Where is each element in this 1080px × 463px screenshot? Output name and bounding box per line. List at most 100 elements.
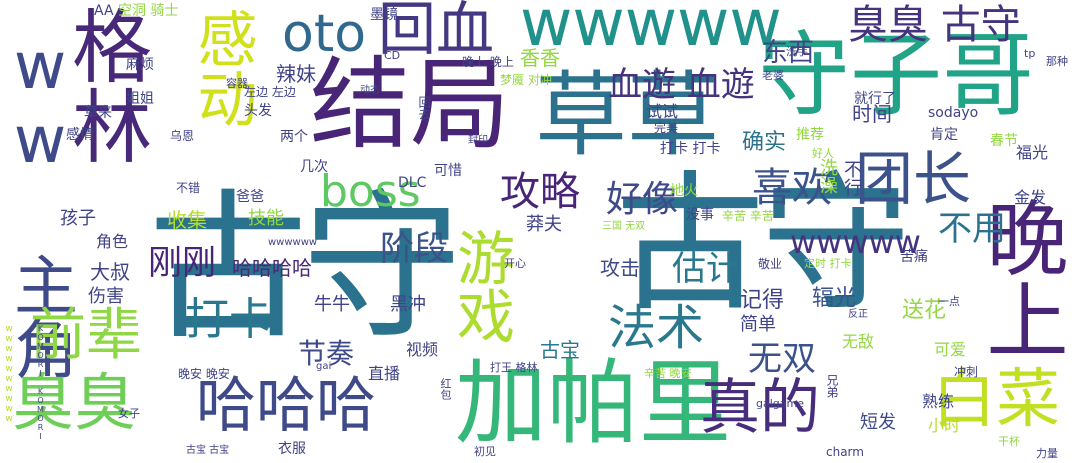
word-buyong: 不用 bbox=[938, 209, 1006, 249]
word-ganqing: 感情 bbox=[66, 127, 94, 143]
word-wwwwww-small: wwwwww bbox=[268, 237, 318, 248]
word-huiqu: 回去 bbox=[417, 96, 431, 120]
word-xizao: 洗澡 bbox=[817, 158, 838, 194]
word-queshi: 确实 bbox=[742, 130, 787, 155]
word-heichong: 黑冲 bbox=[390, 294, 426, 315]
word-shijian: 时间 bbox=[852, 102, 892, 126]
word-dashu: 大叔 bbox=[90, 260, 130, 284]
word-xinku: 辛苦 辛苦 bbox=[722, 209, 774, 223]
word-jiandan: 简单 bbox=[740, 314, 776, 335]
word-nazhong: 那种 bbox=[1046, 55, 1068, 68]
word-yifu: 衣服 bbox=[278, 441, 306, 457]
word-wanan: 晚安 晚安 bbox=[178, 367, 230, 381]
word-kending: 肯定 bbox=[930, 127, 958, 143]
word-tuijian: 推荐 bbox=[796, 127, 824, 143]
word-nvzi: 女子 bbox=[118, 407, 140, 420]
word-jici: 几次 bbox=[300, 159, 328, 175]
word-zhibo: 直播 bbox=[368, 364, 401, 383]
word-dongtai: 动态 bbox=[360, 85, 380, 96]
word-jiapali: 加帕里 bbox=[455, 350, 732, 457]
word-shulian: 熟练 bbox=[922, 392, 955, 411]
word-ganbei: 干杯 bbox=[998, 435, 1020, 448]
word-caolai: 草来 bbox=[84, 105, 112, 121]
word-shanghai: 伤害 bbox=[88, 286, 124, 307]
word-chujian: 初见 bbox=[474, 445, 496, 458]
word-daka: 打卡 bbox=[185, 294, 273, 345]
word-meishi: 没事 bbox=[686, 207, 714, 223]
word-gelin: 格林 bbox=[59, 5, 152, 165]
word-jide: 记得 bbox=[740, 288, 785, 313]
word-songhua: 送花 bbox=[902, 298, 947, 323]
word-keai: 可爱 bbox=[934, 340, 967, 359]
word-jineng: 技能 bbox=[248, 208, 284, 229]
word-wuen: 乌恩 bbox=[170, 129, 195, 143]
word-gubaogubao: 古宝 古宝 bbox=[186, 445, 230, 456]
word-chunjie: 春节 bbox=[990, 133, 1018, 149]
word-qianbei: 前辈 bbox=[30, 303, 142, 368]
word-xiongdi: 兄弟 bbox=[825, 374, 839, 398]
word-gandong: 感动 bbox=[187, 8, 257, 128]
word-xinku2: 辛苦 晚安 bbox=[644, 367, 692, 380]
word-dawang: 打王 格林 bbox=[490, 361, 538, 374]
word-xishou: 洗手 bbox=[786, 45, 808, 58]
word-jiejie: 姐姐 bbox=[126, 91, 154, 107]
word-dingshi: 定时 打卡 bbox=[804, 257, 852, 270]
word-boss: boss bbox=[320, 166, 421, 217]
word-mojing: 墨镜 bbox=[370, 7, 398, 23]
word-jiezou: 节奏 bbox=[298, 337, 355, 370]
word-komori: KOMORI KOMORI bbox=[36, 324, 45, 441]
word-xueyou: 血遊 血遊 bbox=[608, 65, 755, 105]
word-tuanzhang: 团长 bbox=[855, 145, 972, 213]
word-shipin: 视频 bbox=[406, 340, 439, 359]
word-wushuang: 无双 bbox=[748, 339, 816, 379]
word-gushou-big-2: 古守 bbox=[615, 158, 911, 332]
word-kexi: 可惜 bbox=[434, 163, 462, 179]
word-zhende: 真的 bbox=[700, 373, 820, 443]
word-huixue: 回血 bbox=[378, 0, 495, 63]
word-jinfa: 金发 bbox=[1014, 188, 1047, 207]
word-hongbao: 红包 bbox=[439, 378, 452, 400]
word-gubao: 古宝 bbox=[540, 338, 580, 362]
word-jiuxing: 就行了 bbox=[854, 91, 896, 107]
word-duichong: 对冲 bbox=[528, 73, 553, 87]
word-hahaha-bottom: 哈哈哈 bbox=[196, 371, 376, 441]
word-fanzheng: 反正 bbox=[848, 309, 868, 320]
word-wanshang: 晚上 晚上 bbox=[462, 55, 514, 69]
word-dihuo: 地火 bbox=[670, 183, 698, 199]
word-kaixin: 开心 bbox=[504, 257, 526, 270]
word-cd: CD bbox=[384, 49, 401, 62]
word-guji: 估计 bbox=[672, 249, 740, 289]
word-chouchou-gushou: 臭臭 古守 bbox=[848, 2, 1021, 48]
word-kongdong: 空洞 骑士 bbox=[118, 3, 179, 19]
word-charm: charm bbox=[826, 445, 864, 459]
word-xihuan: 喜欢 bbox=[752, 165, 832, 211]
word-tp: tp bbox=[1024, 47, 1036, 60]
word-jiaose: 角色 bbox=[96, 232, 129, 251]
word-haizi: 孩子 bbox=[60, 208, 96, 229]
word-niuniu: 牛牛 bbox=[314, 294, 350, 315]
word-fashu: 法术 bbox=[608, 300, 705, 356]
word-dongxi: 东西 bbox=[762, 38, 815, 68]
word-lamei: 辣妹 bbox=[276, 62, 316, 86]
word-chouchou-bottom: 臭臭 bbox=[12, 366, 137, 439]
word-wwwww-top: wwwww bbox=[520, 0, 782, 61]
word-laopo: 老婆 bbox=[762, 69, 784, 82]
word-aa: AA bbox=[94, 3, 114, 19]
word-mangfu: 莽夫 bbox=[526, 214, 562, 235]
word-sodayo: sodayo bbox=[928, 105, 979, 121]
word-bucuo: 不错 bbox=[176, 181, 201, 195]
word-chongci: 冲刺 bbox=[954, 365, 979, 379]
word-gongji: 攻击 bbox=[600, 256, 640, 280]
word-jingye: 敬业 bbox=[758, 257, 783, 271]
word-duanfa: 短发 bbox=[860, 412, 896, 433]
word-liangge: 两个 bbox=[280, 129, 308, 145]
word-yidian: 一点 bbox=[938, 295, 960, 308]
word-bangbang: 爸爸 bbox=[236, 189, 264, 205]
word-wwww-vertical: wwwwwwwwww bbox=[4, 324, 14, 424]
word-mengyan: 梦魇 bbox=[500, 73, 525, 87]
word-shouzige: 守子哥 bbox=[758, 22, 1035, 129]
word-wanmei: 完美 bbox=[654, 121, 679, 135]
word-haoxiang: 好像 bbox=[606, 179, 679, 220]
word-buxing: 不行 bbox=[841, 160, 862, 196]
word-youxi: 游戏 bbox=[447, 228, 515, 344]
